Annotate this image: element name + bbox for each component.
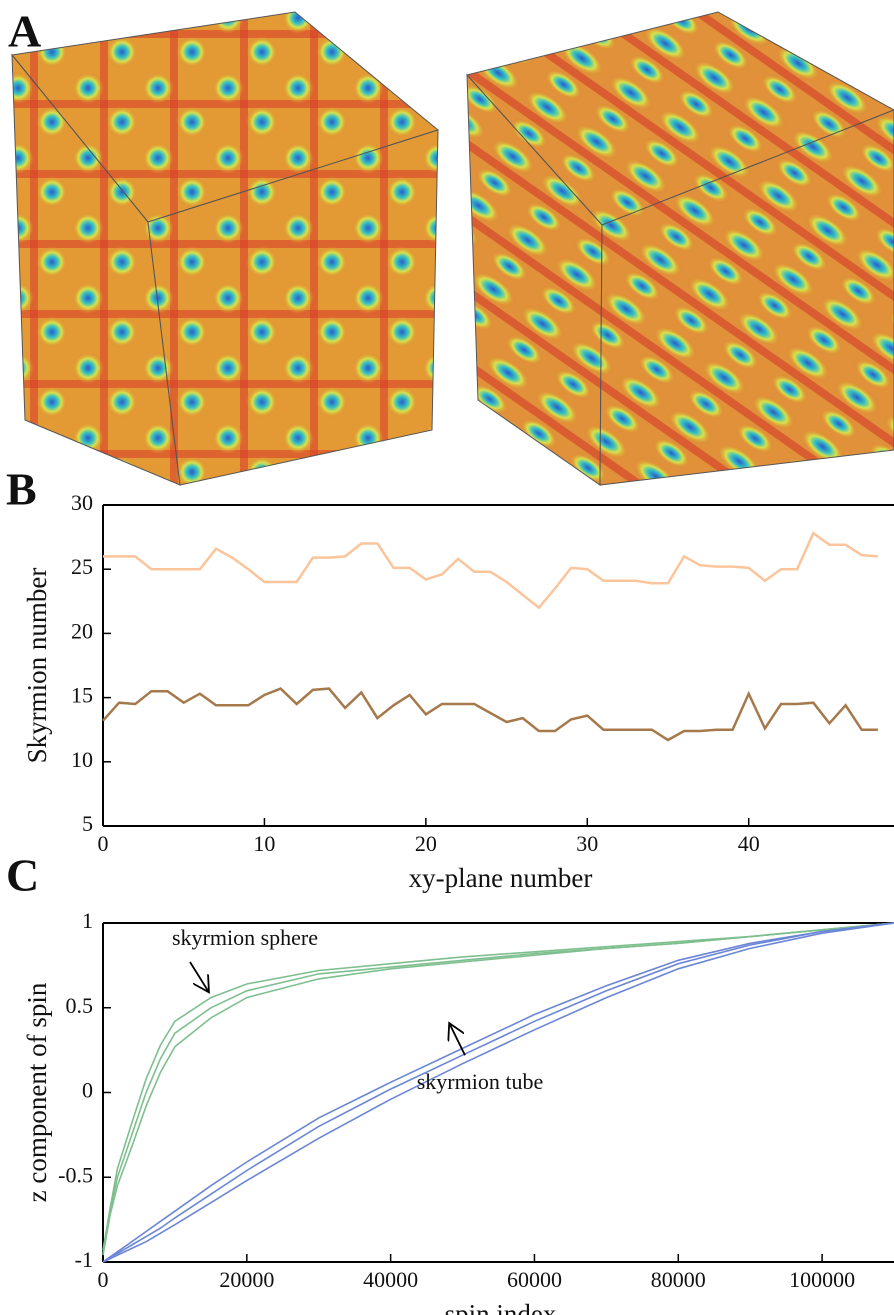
annotation-arrow bbox=[450, 1025, 466, 1056]
panel-label: C bbox=[6, 850, 39, 901]
panel-label: B bbox=[6, 464, 37, 515]
annotation: skyrmion tube bbox=[417, 1069, 544, 1094]
cube-right bbox=[466, 11, 894, 486]
x-tick-label: 20000 bbox=[219, 1267, 274, 1292]
y-axis-label: Skyrmion number bbox=[22, 568, 52, 764]
x-tick-label: 30 bbox=[576, 831, 598, 856]
series-line bbox=[102, 922, 894, 1251]
series-line bbox=[102, 922, 894, 1263]
series-line bbox=[102, 922, 894, 1263]
series-line bbox=[103, 531, 878, 610]
cube-left bbox=[11, 11, 440, 486]
series-line bbox=[102, 922, 894, 1256]
annotation-arrow bbox=[189, 961, 208, 991]
x-axis-label: spin index bbox=[445, 1299, 557, 1315]
y-tick-label: 0.5 bbox=[66, 993, 94, 1018]
series-line bbox=[102, 922, 894, 1263]
y-tick-label: 0 bbox=[82, 1078, 93, 1103]
y-tick-label: -0.5 bbox=[58, 1162, 93, 1187]
x-tick-label: 20 bbox=[415, 831, 437, 856]
series-line bbox=[102, 687, 878, 742]
y-axis-label: z component of spin bbox=[22, 982, 52, 1202]
y-tick-label: 5 bbox=[82, 811, 93, 836]
x-axis-label: xy-plane number bbox=[409, 863, 593, 893]
x-tick-label: 60000 bbox=[507, 1267, 562, 1292]
y-tick-label: 1 bbox=[82, 908, 93, 933]
y-tick-label: 25 bbox=[71, 554, 93, 579]
x-tick-label: 80000 bbox=[651, 1267, 706, 1292]
y-tick-label: -1 bbox=[75, 1247, 93, 1272]
y-tick-label: 15 bbox=[71, 683, 93, 708]
x-tick-label: 100000 bbox=[789, 1267, 855, 1292]
x-tick-label: 0 bbox=[98, 1267, 109, 1292]
y-tick-label: 30 bbox=[71, 490, 93, 515]
x-tick-label: 0 bbox=[98, 831, 109, 856]
x-tick-label: 40000 bbox=[363, 1267, 418, 1292]
y-tick-label: 20 bbox=[71, 618, 93, 643]
panel-label: A bbox=[8, 6, 41, 57]
annotation: skyrmion sphere bbox=[172, 925, 318, 950]
y-tick-label: 10 bbox=[71, 747, 93, 772]
x-tick-label: 40 bbox=[738, 831, 760, 856]
x-tick-label: 10 bbox=[253, 831, 275, 856]
